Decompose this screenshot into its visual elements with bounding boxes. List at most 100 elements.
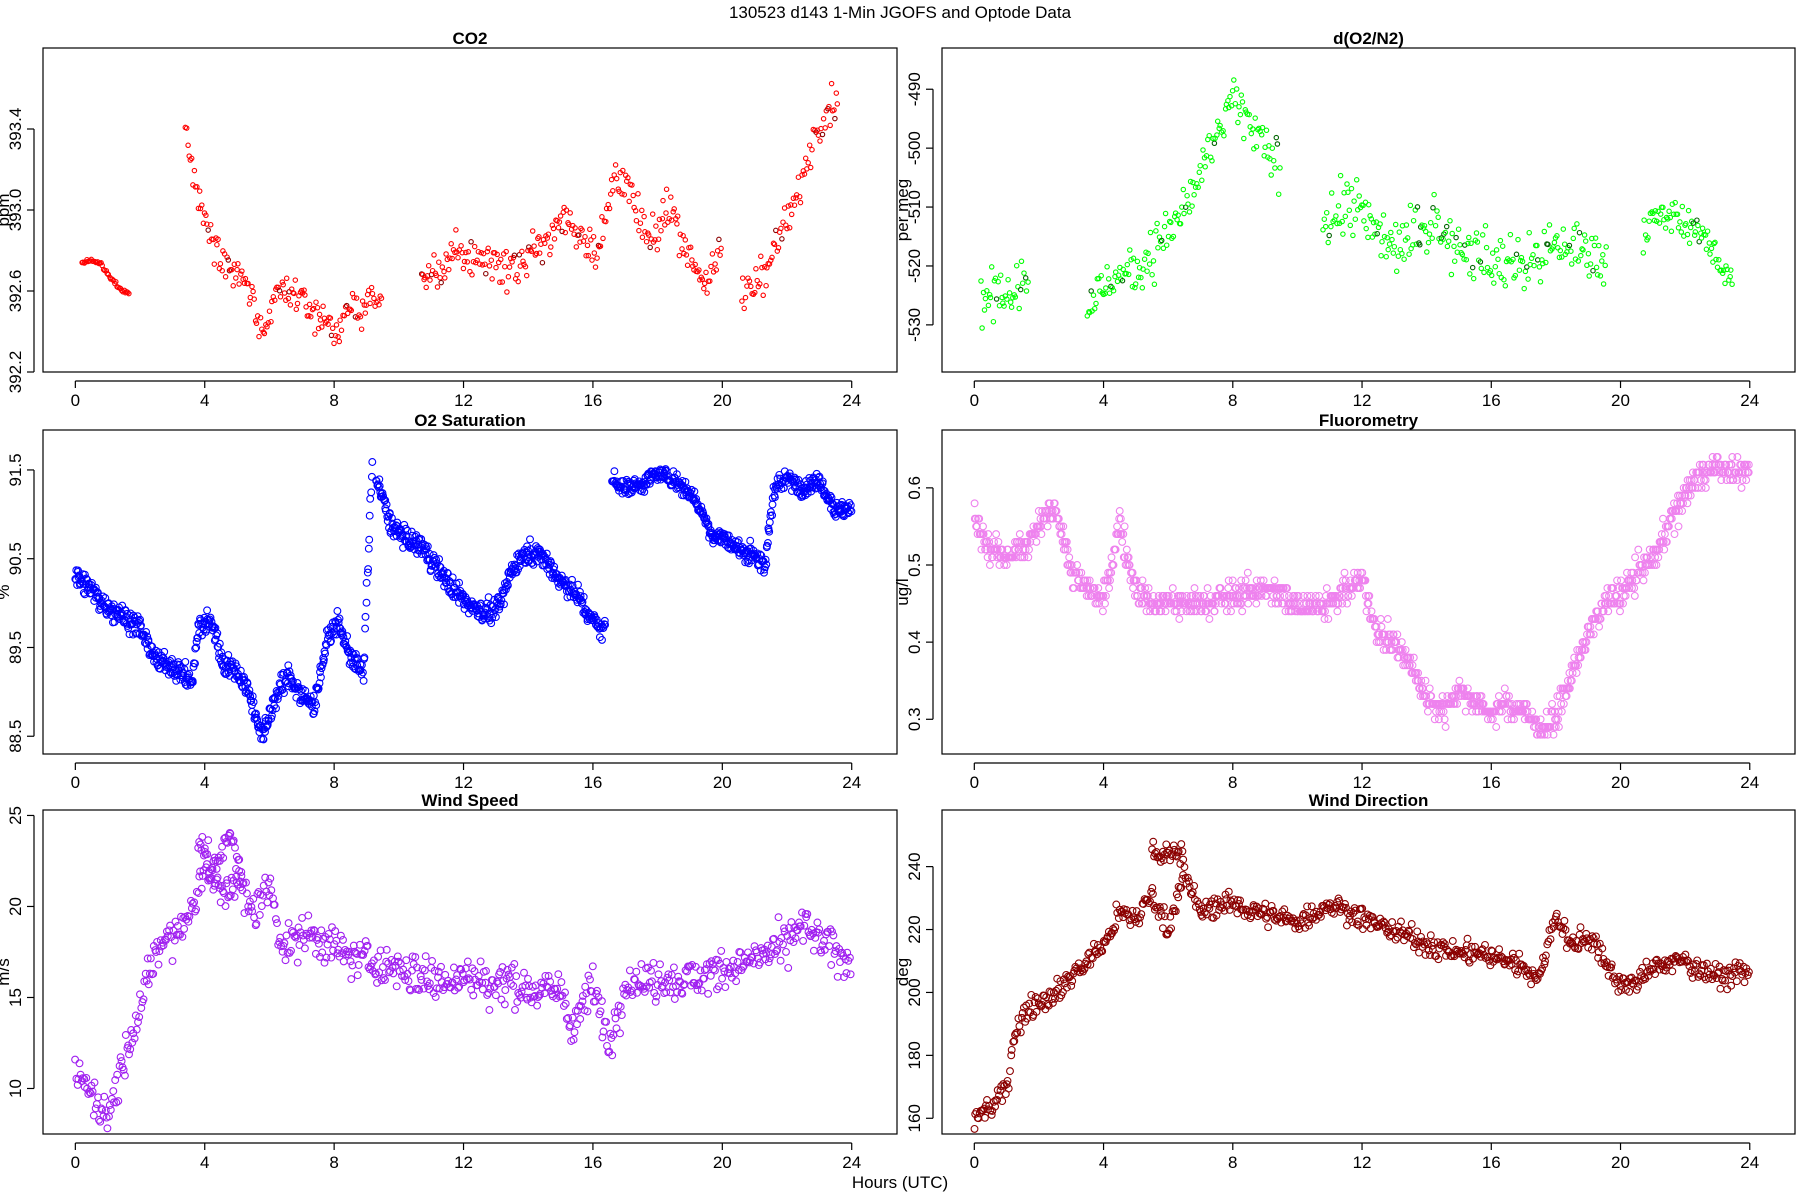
data-point [1448,937,1457,945]
data-point [746,278,753,284]
data-point [664,970,673,979]
data-point [1399,250,1405,257]
data-point [649,958,658,967]
data-point [1380,918,1389,927]
data-point [1103,576,1112,585]
data-point [1712,239,1718,246]
data-point [1083,960,1092,969]
y-axis-label: per meg [893,179,912,241]
data-point [164,670,173,679]
data-point [306,692,315,701]
y-tick-label: 160 [905,1104,924,1132]
panel-title: Fluorometry [1319,411,1419,430]
data-point [169,660,178,669]
data-point [436,259,442,265]
data-point [1345,189,1351,196]
data-point [1461,946,1470,954]
data-point [1031,993,1040,1001]
x-tick-label: 12 [1353,773,1372,792]
data-point [1497,952,1505,961]
data-point [1145,250,1151,257]
data-point [1143,591,1152,600]
data-point [433,272,439,279]
data-point [557,213,564,219]
data-point [267,886,276,895]
data-point [362,598,371,607]
data-point [425,262,432,269]
data-point [713,267,720,273]
data-point [627,986,636,995]
data-point [639,984,648,993]
data-point [1348,185,1355,192]
data-point [647,977,656,986]
data-point [496,968,505,976]
data-point [1406,251,1412,257]
data-point [1498,707,1506,716]
data-point [1541,957,1549,966]
data-point [1324,615,1333,623]
data-point [507,979,515,988]
data-point [425,979,434,988]
data-point [1377,919,1386,928]
data-point [981,1101,990,1110]
data-point [1111,545,1120,554]
x-tick-label: 0 [71,391,80,410]
data-point [1166,218,1173,225]
data-point [434,967,443,976]
data-point [361,624,370,633]
data-point [462,975,471,984]
data-point [1323,209,1330,216]
data-point [1152,607,1160,616]
data-point [1657,211,1664,217]
data-point [803,910,812,919]
data-point [188,155,195,162]
data-point [1437,707,1446,716]
data-point [1704,228,1711,234]
data-point [673,988,682,996]
y-axis-label: ppm [0,193,13,226]
data-point [465,249,472,255]
data-point [1202,607,1211,616]
data-point [649,211,656,217]
data-point [1287,607,1296,616]
data-point [699,276,706,283]
data-point [734,966,743,974]
data-point [1381,233,1388,240]
data-point [104,270,110,277]
data-point [1025,279,1031,285]
data-point [192,643,201,652]
data-point [1688,483,1697,492]
data-point [711,966,719,975]
x-tick-label: 20 [1611,391,1630,410]
data-point [1184,877,1193,886]
data-point [645,232,652,238]
data-point [1501,276,1507,283]
y-axis: 88.589.590.591.5 [6,453,35,753]
data-point [367,472,376,481]
data-point [995,278,1001,285]
data-point [309,926,318,935]
data-point [1477,692,1486,701]
data-point [1058,988,1067,996]
data-point [1002,1080,1011,1089]
data-point [305,933,314,942]
data-point [753,266,759,272]
data-point [1205,904,1214,913]
data-point [1004,545,1012,554]
data-point [329,325,336,332]
data-point [1147,887,1156,896]
data-point [163,932,172,940]
data-point [1522,268,1529,275]
data-point [1032,537,1041,546]
data-point [1210,135,1216,142]
data-point [697,986,706,995]
data-point [1528,707,1537,716]
data-point [997,1082,1006,1091]
data-point [267,711,276,720]
data-point [1128,568,1137,577]
data-point [338,627,347,636]
data-point [1494,692,1503,701]
data-point [353,295,360,301]
data-point [1343,599,1352,608]
